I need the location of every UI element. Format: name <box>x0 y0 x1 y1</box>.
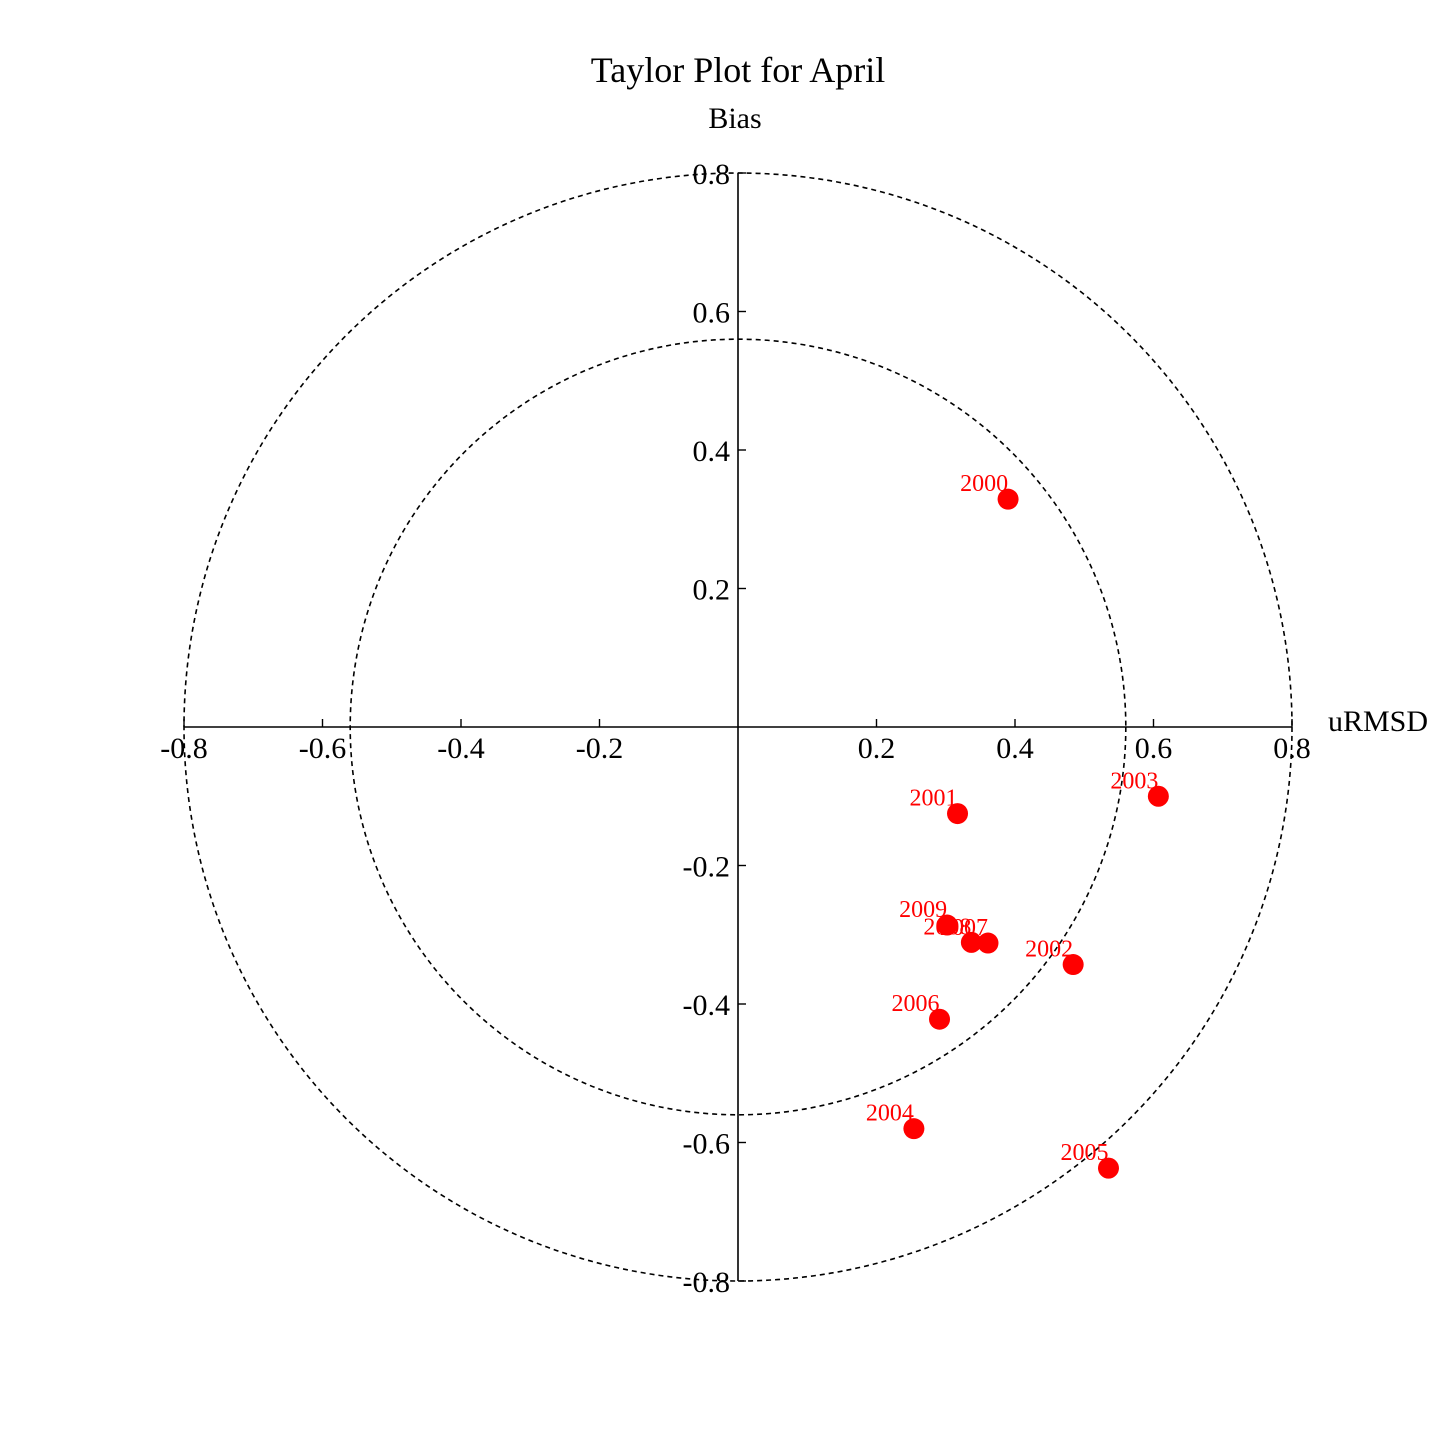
x-axis-label: uRMSD <box>1328 705 1428 738</box>
chart-title: Taylor Plot for April <box>591 50 885 90</box>
data-point <box>1097 1157 1119 1179</box>
data-point <box>929 1008 951 1030</box>
data-point <box>1147 785 1169 807</box>
data-point <box>936 914 958 936</box>
data-point-label: 2001 <box>910 786 958 812</box>
data-point-label: 2000 <box>960 471 1008 497</box>
data-point-label: 2009 <box>899 897 947 923</box>
y-axis-label: Bias <box>708 102 761 135</box>
y-tick-label: -0.6 <box>683 1128 731 1161</box>
x-tick-label: -0.8 <box>160 732 208 765</box>
data-point-label: 2004 <box>866 1101 914 1127</box>
data-point <box>997 488 1019 510</box>
y-tick-label: 0.8 <box>693 158 731 191</box>
data-point-label: 2002 <box>1025 937 1073 963</box>
x-tick-label: -0.6 <box>299 732 347 765</box>
x-tick-label: 0.2 <box>858 732 896 765</box>
data-point <box>977 932 999 954</box>
x-tick-label: 0.6 <box>1135 732 1173 765</box>
data-point <box>960 931 982 953</box>
y-tick-label: -0.4 <box>683 989 731 1022</box>
y-tick-label: 0.2 <box>693 574 731 607</box>
data-point <box>1062 954 1084 976</box>
y-tick-label: -0.2 <box>683 851 731 884</box>
data-points: 2000200120022003200420052006200720082009 <box>866 471 1169 1179</box>
data-point-label: 2005 <box>1060 1140 1108 1166</box>
x-tick-label: 0.8 <box>1273 732 1311 765</box>
data-point-label: 2003 <box>1110 768 1158 794</box>
y-tick-label: -0.8 <box>683 1266 731 1299</box>
x-tick-label: -0.2 <box>576 732 624 765</box>
data-point <box>947 803 969 825</box>
x-tick-label: -0.4 <box>437 732 485 765</box>
y-tick-label: 0.4 <box>693 435 731 468</box>
axes <box>184 173 1292 1281</box>
y-tick-label: 0.6 <box>693 297 731 330</box>
tick-labels: -0.8 -0.6 -0.4 -0.2 0.2 0.4 0.6 0.8 0.8 0.6 0.4 0.2… <box>160 158 1311 1299</box>
data-point-label: 2006 <box>892 991 940 1017</box>
x-tick-label: 0.4 <box>996 732 1034 765</box>
data-point <box>903 1118 925 1140</box>
